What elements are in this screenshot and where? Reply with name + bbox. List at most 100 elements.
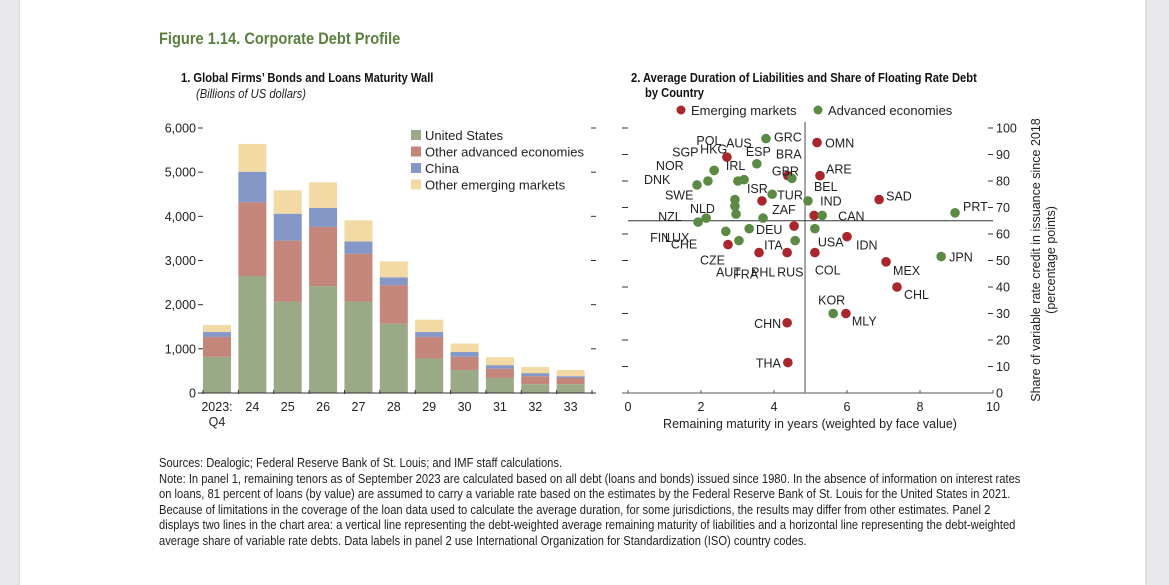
bar-segment [203,332,231,337]
data-point-tha [783,357,793,368]
bar-segment [556,377,585,385]
legend-label: Emerging markets [691,103,797,118]
y-tick-label: 90 [996,148,1010,162]
data-label-aus: AUS [726,137,752,151]
data-point-tur [767,189,777,200]
data-point-aus [739,174,749,185]
y-axis-label-line2: (percentage points) [1044,206,1058,314]
data-label-prt: PRT [963,200,988,214]
legend-label: Other advanced economies [425,145,584,160]
data-point-col [810,247,820,258]
bar-segment [485,357,514,366]
y-tick-label: 50 [996,254,1010,268]
x-tick-label: 33 [564,400,578,414]
data-label-bel: BEL [814,180,838,194]
data-point-lux [731,209,741,219]
y-tick-label: 5,000 [165,166,196,180]
bar-segment [521,373,550,377]
x-tick-label: 31 [493,400,507,414]
legend-marker [813,105,823,115]
bar-segment [415,332,444,337]
bar-segment [273,240,302,302]
x-tick-label: 2 [698,400,705,414]
data-point-pol [722,152,732,162]
data-label-fin: FIN [650,231,670,245]
data-point-esp [752,158,762,169]
panel1-subtitle: (Billions of US dollars) [196,86,306,101]
data-label-nld: NLD [690,202,715,216]
sources-text: Sources: Dealogic; Federal Reserve Bank … [159,455,563,470]
bar-segment [238,143,267,172]
legend-label: Advanced economies [828,103,953,118]
data-point-bel [803,196,813,206]
bar-segment [203,356,231,393]
data-label-col: COL [815,264,841,278]
y-axis-label-line1: Share of variable rate credit in issuanc… [1029,118,1043,402]
data-label-cze: CZE [700,254,725,268]
bar-segment [309,182,338,208]
data-label-ita: ITA [764,239,783,253]
data-point-deu [758,213,768,223]
data-point-mex [881,257,891,267]
data-point-phl [754,247,764,258]
data-point-gbr [787,173,797,184]
panel2-title-line1: 2. Average Duration of Liabilities and S… [631,70,977,85]
bar-segment [309,226,338,287]
bar-segment [309,207,338,227]
bar-segment [379,285,408,324]
data-point-aut [734,235,744,246]
bar-segment [273,301,302,393]
data-label-mex: MEX [893,264,921,278]
y-tick-label: 10 [996,360,1010,374]
x-tick-label: 2023: [201,400,232,414]
data-label-gbr: GBR [772,164,799,178]
legend-swatch [411,163,421,173]
data-point-idn [842,231,852,242]
bar-segment [309,286,338,393]
data-label-jpn: JPN [949,251,973,265]
bar-segment [203,324,231,333]
bar-segment [379,323,408,393]
bar-segment [379,261,408,278]
bar-segment [238,275,267,393]
figure-title: Figure 1.14. Corporate Debt Profile [159,29,401,48]
bar-segment [344,301,373,393]
bar-segment [238,202,267,276]
data-point-fin [693,217,703,227]
data-label-hkg: HKG [700,142,727,156]
x-tick-label: 25 [281,400,295,414]
bar-segment [273,190,302,214]
data-label-phl: PHL [751,266,775,280]
panel2-title-line2: by Country [645,85,705,100]
x-tick-label: 10 [986,400,1000,414]
data-point-grc [761,133,771,144]
bar-segment [450,343,479,352]
data-label-rus: RUS [777,266,803,280]
data-point-swe [730,194,740,205]
bar-segment [450,356,479,371]
data-label-kor: KOR [818,294,845,308]
data-point-nld [730,201,740,211]
data-point-dnk [692,180,702,190]
bar-segment [485,368,514,378]
data-label-ind: IND [820,194,842,208]
bar-segment [415,336,444,359]
bar-segment [556,384,585,393]
bar-segment [379,277,408,286]
legend-swatch [411,130,421,140]
x-axis-label: Remaining maturity in years (weighted by… [663,417,957,431]
data-point-chl [892,282,902,292]
x-tick-label: Q4 [209,415,226,429]
bar-segment [450,351,479,357]
data-label-pol: POL [696,134,721,148]
data-point-prt [950,208,960,218]
data-label-aut: AUT [716,266,741,280]
data-label-are: ARE [826,163,852,177]
data-point-nzl [701,213,711,223]
x-tick-label: 27 [352,400,366,414]
y-tick-label: 100 [996,122,1017,136]
bar-segment [344,241,373,254]
x-tick-label: 8 [917,400,924,414]
note-text: Note: In panel 1, remaining tenors as of… [159,470,1021,548]
